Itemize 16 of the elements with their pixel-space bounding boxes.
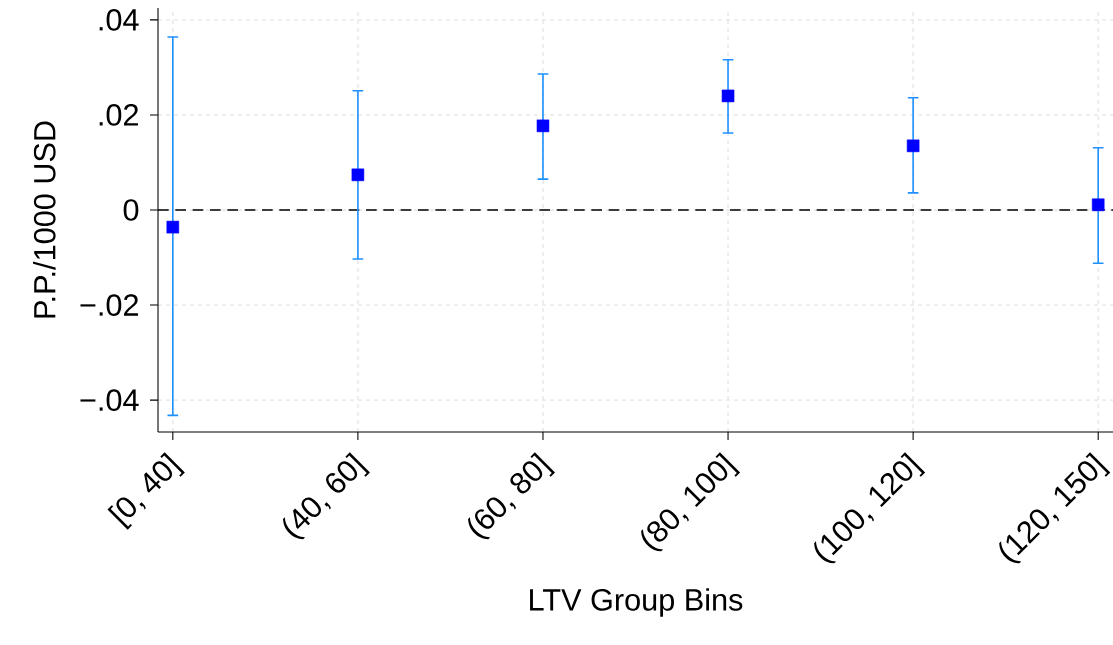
y-tick-label: .04 bbox=[99, 9, 139, 31]
point bbox=[906, 139, 920, 153]
x-tick-label: (60, 80] bbox=[468, 452, 555, 540]
y-axis-title: P.P./1000 USD bbox=[33, 121, 56, 318]
y-tick-label: 0 bbox=[123, 199, 139, 221]
x-tick-label: (40, 60] bbox=[283, 452, 370, 540]
point bbox=[1091, 198, 1105, 212]
point bbox=[721, 89, 735, 103]
x-tick-label: [0, 40] bbox=[107, 452, 185, 530]
x-axis-title: LTV Group Bins bbox=[530, 588, 743, 617]
point bbox=[351, 168, 365, 182]
point bbox=[166, 220, 180, 234]
y-tick-label: −.04 bbox=[80, 389, 139, 411]
y-tick-label: .02 bbox=[99, 104, 138, 126]
point bbox=[536, 119, 550, 133]
y-tick-label: −.02 bbox=[80, 294, 138, 316]
